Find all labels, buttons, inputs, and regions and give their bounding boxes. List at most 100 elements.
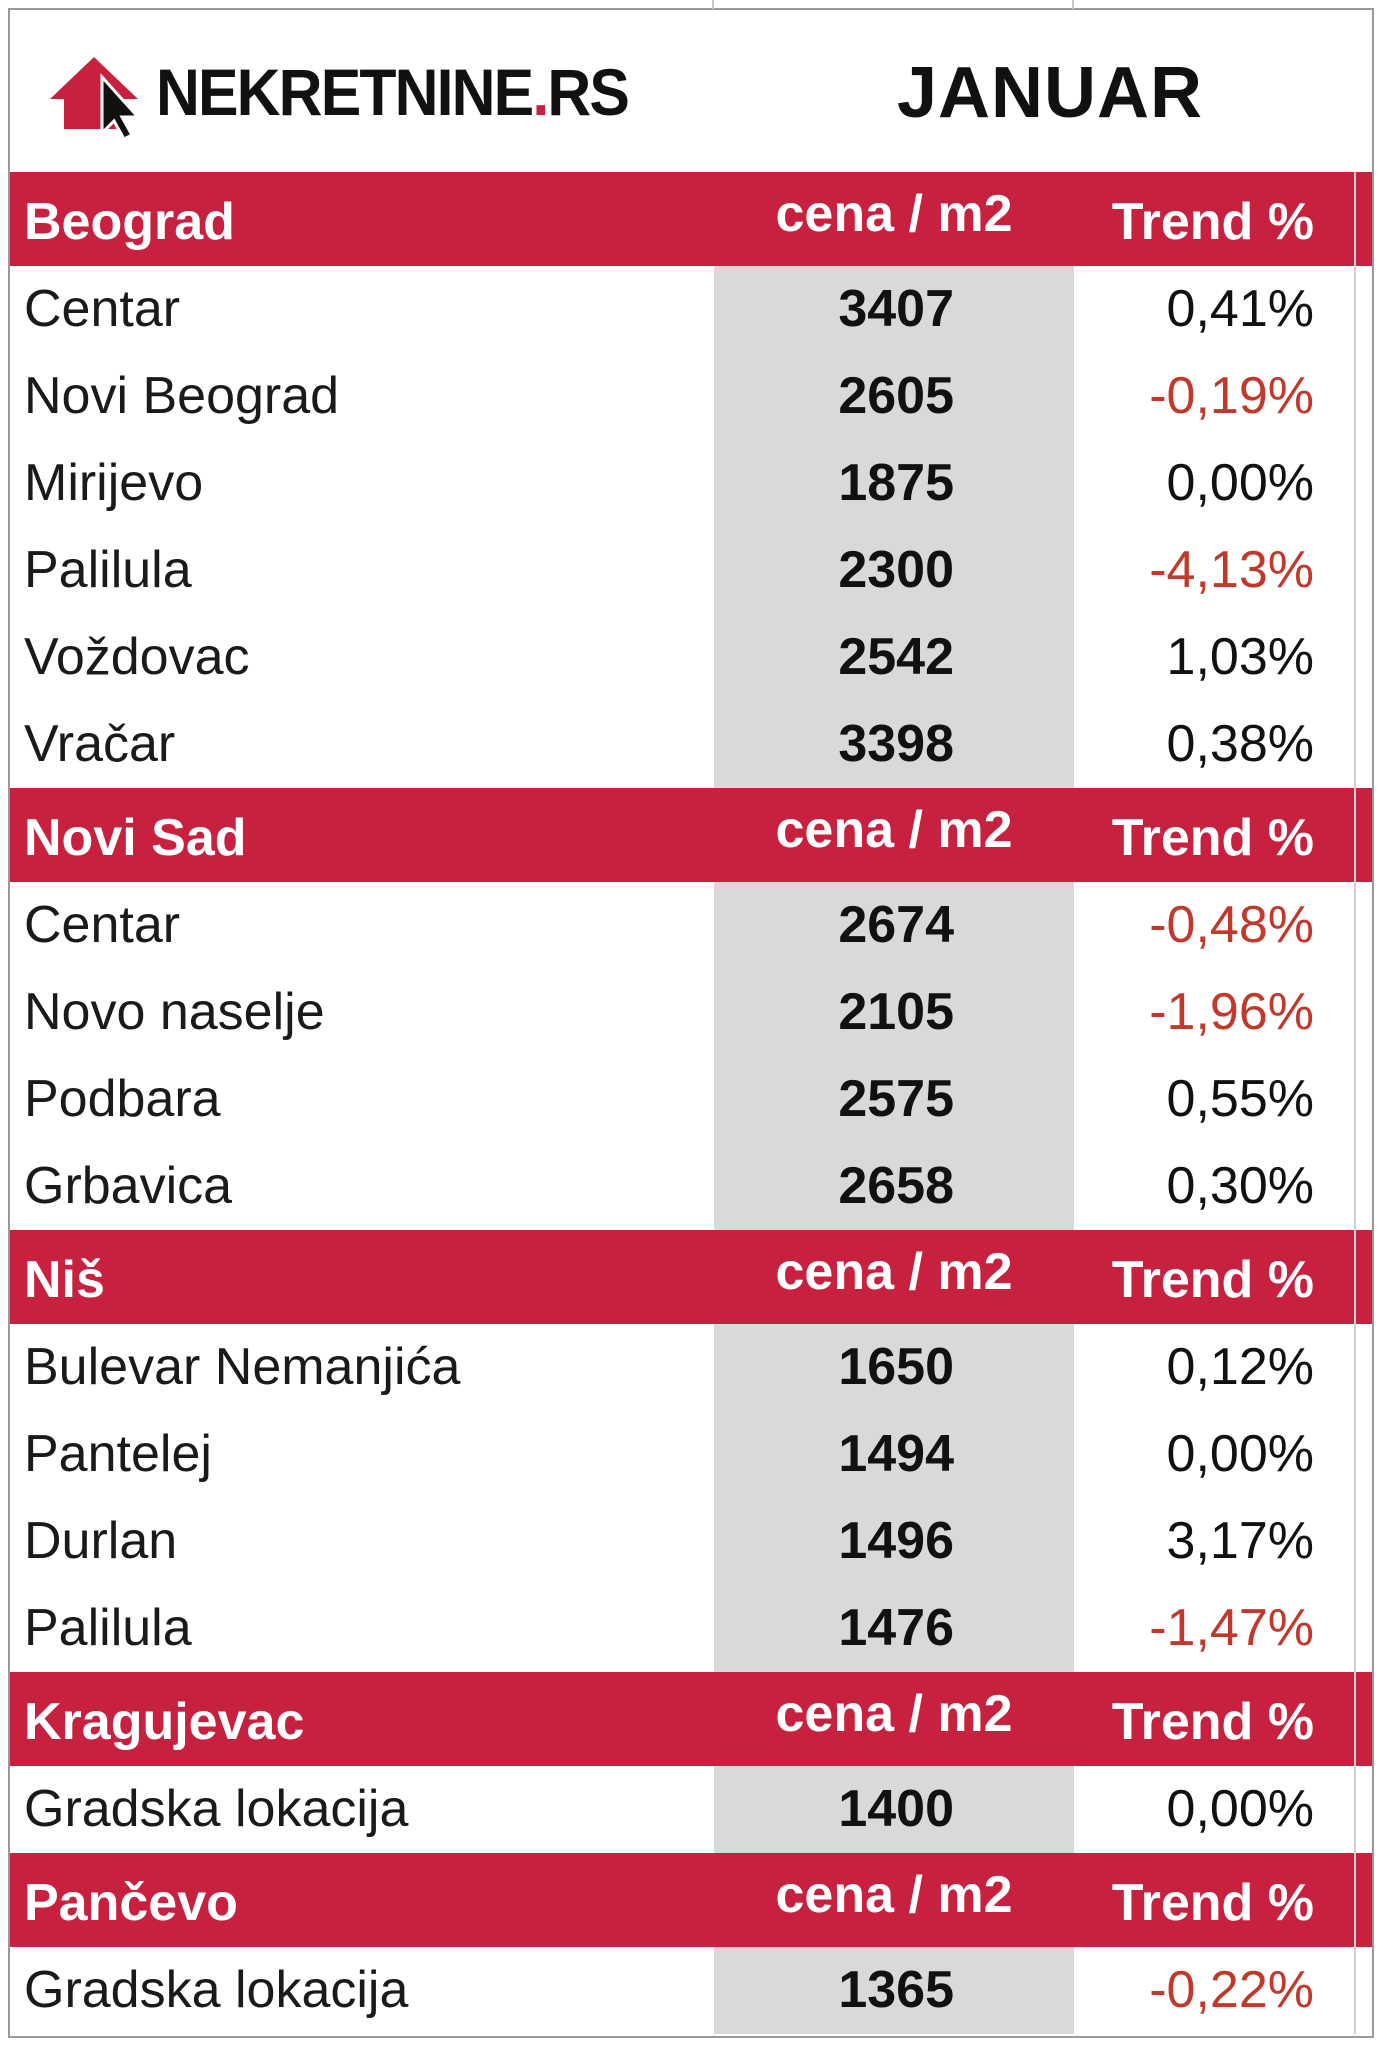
- price-value: 3407: [838, 280, 954, 338]
- section-city: Kragujevac: [24, 1693, 305, 1751]
- trend-value: 1,03%: [1166, 628, 1314, 686]
- location-name: Vračar: [24, 715, 176, 773]
- table-row: Palilula 1476 -1,47%: [10, 1585, 1372, 1672]
- price-cell: 1875: [714, 440, 1074, 527]
- location-name: Podbara: [24, 1070, 221, 1128]
- price-cell: 2575: [714, 1056, 1074, 1143]
- location-name: Bulevar Nemanjića: [24, 1338, 461, 1396]
- trend-value: 0,00%: [1166, 454, 1314, 512]
- trend-value: 0,55%: [1166, 1070, 1314, 1128]
- price-cell: 3407: [714, 266, 1074, 353]
- trend-column-header: Trend %: [1111, 193, 1314, 251]
- trend-value: 0,38%: [1166, 715, 1314, 773]
- table-row: Centar 2674 -0,48%: [10, 882, 1372, 969]
- price-cell: 1365: [714, 1947, 1074, 2034]
- sheet-header: NEKRETNINE.RS JANUAR: [10, 12, 1372, 172]
- brand-dot: .: [532, 55, 549, 129]
- section-header: Niš cena / m2 Trend %: [10, 1230, 1372, 1324]
- price-cell: 1650: [714, 1324, 1074, 1411]
- price-value: 1494: [838, 1425, 954, 1483]
- section-header: Kragujevac cena / m2 Trend %: [10, 1672, 1372, 1766]
- trend-column-header: Trend %: [1111, 809, 1314, 867]
- table-row: Voždovac 2542 1,03%: [10, 614, 1372, 701]
- trend-value: -1,47%: [1149, 1599, 1314, 1657]
- price-column-header: cena / m2: [775, 801, 1013, 859]
- trend-value: -4,13%: [1149, 541, 1314, 599]
- trend-value: -0,48%: [1149, 896, 1314, 954]
- location-name: Novi Beograd: [24, 367, 340, 425]
- table-row: Grbavica 2658 0,30%: [10, 1143, 1372, 1230]
- table-row: Palilula 2300 -4,13%: [10, 527, 1372, 614]
- table-row: Pantelej 1494 0,00%: [10, 1411, 1372, 1498]
- price-value: 3398: [838, 715, 954, 773]
- table-row: Gradska lokacija 1400 0,00%: [10, 1766, 1372, 1853]
- trend-value: 0,12%: [1166, 1338, 1314, 1396]
- location-name: Pantelej: [24, 1425, 212, 1483]
- location-name: Palilula: [24, 541, 192, 599]
- price-value: 2575: [838, 1070, 954, 1128]
- grid-line: [1072, 0, 1074, 9]
- location-name: Grbavica: [24, 1157, 233, 1215]
- price-table: Beograd cena / m2 Trend % Centar 3407 0,41% No…: [10, 172, 1372, 2034]
- price-value: 2105: [838, 983, 954, 1041]
- price-column-header: cena / m2: [775, 185, 1013, 243]
- location-name: Mirijevo: [24, 454, 204, 512]
- section-header: Novi Sad cena / m2 Trend %: [10, 788, 1372, 882]
- brand-name: NEKRETNINE: [156, 55, 534, 129]
- month-title: JANUAR: [896, 53, 1204, 133]
- trend-value: 0,30%: [1166, 1157, 1314, 1215]
- section-city: Novi Sad: [24, 809, 247, 867]
- price-value: 1365: [838, 1961, 954, 2019]
- price-value: 1400: [838, 1780, 954, 1838]
- price-value: 1476: [838, 1599, 954, 1657]
- section-city: Beograd: [24, 193, 235, 251]
- price-cell: 3398: [714, 701, 1074, 788]
- trend-value: 0,00%: [1166, 1780, 1314, 1838]
- trend-column-header: Trend %: [1111, 1251, 1314, 1309]
- table-row: Novi Beograd 2605 -0,19%: [10, 353, 1372, 440]
- brand-wordmark: NEKRETNINE.RS: [156, 54, 630, 130]
- section-city: Pančevo: [24, 1874, 238, 1932]
- price-value: 2300: [838, 541, 954, 599]
- trend-column-header: Trend %: [1111, 1874, 1314, 1932]
- section-header: Pančevo cena / m2 Trend %: [10, 1853, 1372, 1947]
- price-cell: 1476: [714, 1585, 1074, 1672]
- trend-column-header: Trend %: [1111, 1693, 1314, 1751]
- location-name: Palilula: [24, 1599, 192, 1657]
- price-cell: 2674: [714, 882, 1074, 969]
- price-cell: 1400: [714, 1766, 1074, 1853]
- table-row: Mirijevo 1875 0,00%: [10, 440, 1372, 527]
- trend-value: -1,96%: [1149, 983, 1314, 1041]
- trend-value: 3,17%: [1166, 1512, 1314, 1570]
- price-cell: 1496: [714, 1498, 1074, 1585]
- location-name: Centar: [24, 896, 181, 954]
- grid-line: [712, 0, 714, 9]
- table-row: Podbara 2575 0,55%: [10, 1056, 1372, 1143]
- price-cell: 2300: [714, 527, 1074, 614]
- price-cell: 2605: [714, 353, 1074, 440]
- section-header: Beograd cena / m2 Trend %: [10, 172, 1372, 266]
- table-row: Durlan 1496 3,17%: [10, 1498, 1372, 1585]
- price-value: 2674: [838, 896, 954, 954]
- grid-line: [1354, 172, 1356, 2034]
- table-row: Gradska lokacija 1365 -0,22%: [10, 1947, 1372, 2034]
- price-value: 1496: [838, 1512, 954, 1570]
- brand-logo: NEKRETNINE.RS: [42, 42, 669, 142]
- location-name: Durlan: [24, 1512, 178, 1570]
- trend-value: 0,41%: [1166, 280, 1314, 338]
- trend-value: 0,00%: [1166, 1425, 1314, 1483]
- trend-value: -0,22%: [1149, 1961, 1314, 2019]
- price-cell: 2658: [714, 1143, 1074, 1230]
- price-value: 2542: [838, 628, 954, 686]
- location-name: Gradska lokacija: [24, 1961, 409, 2019]
- price-value: 1650: [838, 1338, 954, 1396]
- table-row: Centar 3407 0,41%: [10, 266, 1372, 353]
- price-cell: 2542: [714, 614, 1074, 701]
- price-cell: 1494: [714, 1411, 1074, 1498]
- table-row: Novo naselje 2105 -1,96%: [10, 969, 1372, 1056]
- price-column-header: cena / m2: [775, 1243, 1013, 1301]
- price-cell: 2105: [714, 969, 1074, 1056]
- location-name: Gradska lokacija: [24, 1780, 409, 1838]
- location-name: Centar: [24, 280, 181, 338]
